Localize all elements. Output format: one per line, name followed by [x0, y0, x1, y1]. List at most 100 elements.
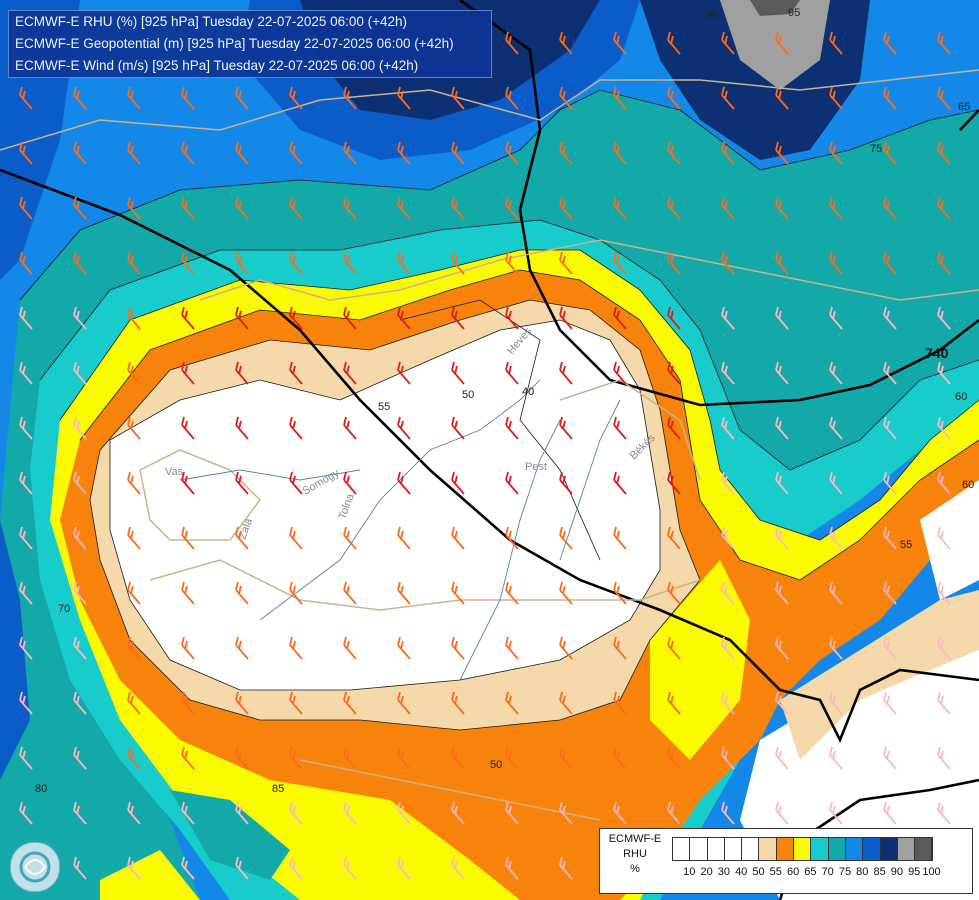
wind-barb: [775, 196, 789, 220]
wind-barb: [235, 306, 249, 330]
wind-barb: [559, 141, 573, 165]
wind-barb: [613, 636, 627, 660]
legend-title-variable: RHU: [623, 848, 647, 860]
title-rhu: ECMWF-E RHU (%) [925 hPa] Tuesday 22-07-…: [15, 14, 408, 29]
wind-barb: [883, 306, 897, 330]
wind-barb: [343, 416, 357, 440]
wind-barb: [451, 306, 465, 330]
wind-barb: [829, 251, 843, 275]
wind-barb: [343, 251, 357, 275]
wind-barb: [451, 361, 465, 385]
wind-barb: [559, 306, 573, 330]
legend-ticks: 10 20 30 40 50 55 60 65 70 75 80 85 90 95 100: [672, 866, 970, 880]
wind-barb: [775, 636, 789, 660]
wind-barb: [505, 31, 519, 55]
wind-barb: [883, 361, 897, 385]
wind-barb: [613, 801, 627, 825]
wind-barb: [883, 141, 897, 165]
wind-barb: [181, 251, 195, 275]
wind-barb: [343, 691, 357, 715]
wind-barb: [73, 856, 87, 880]
contour-label-55: 55: [378, 401, 390, 413]
wind-barb: [397, 526, 411, 550]
wind-barb: [829, 691, 843, 715]
wind-barb: [127, 251, 141, 275]
legend-swatch: [776, 838, 795, 860]
wind-barb: [937, 691, 951, 715]
wind-barb: [667, 526, 681, 550]
wind-barb: [775, 801, 789, 825]
wind-barb: [397, 746, 411, 770]
wind-barb: [559, 581, 573, 605]
wind-barb: [721, 801, 735, 825]
wind-barb: [73, 361, 87, 385]
wind-barb: [73, 471, 87, 495]
legend-tick-label: 95: [908, 866, 921, 878]
wind-barb: [181, 691, 195, 715]
wind-barb: [235, 636, 249, 660]
legend-swatch: [863, 838, 881, 860]
legend-tick-label: 20: [700, 866, 713, 878]
wind-barb: [775, 31, 789, 55]
wind-barb: [937, 636, 951, 660]
wind-barb: [451, 526, 465, 550]
wind-barb: [181, 196, 195, 220]
wind-barb: [721, 306, 735, 330]
wind-barb: [559, 526, 573, 550]
wind-barb: [775, 691, 789, 715]
wind-barb: [451, 856, 465, 880]
wind-barb: [937, 251, 951, 275]
legend-title-unit: %: [630, 863, 640, 875]
wind-barb: [667, 416, 681, 440]
wind-barb: [559, 471, 573, 495]
wind-barb: [721, 416, 735, 440]
wind-barb: [721, 86, 735, 110]
wind-barb: [343, 361, 357, 385]
wind-barb: [289, 636, 303, 660]
wind-barb: [127, 856, 141, 880]
wind-barb: [451, 746, 465, 770]
wind-barb: [289, 746, 303, 770]
wind-barb: [505, 141, 519, 165]
wind-barb: [937, 361, 951, 385]
wind-barb: [19, 801, 33, 825]
wind-barb: [775, 746, 789, 770]
wind-barb: [559, 361, 573, 385]
wind-barb: [883, 526, 897, 550]
legend-tick-label: 65: [804, 866, 817, 878]
wind-barb: [775, 416, 789, 440]
wind-barb: [397, 306, 411, 330]
wind-barb: [667, 86, 681, 110]
wind-barb: [397, 86, 411, 110]
legend-swatch: [897, 838, 916, 860]
wind-barb: [343, 581, 357, 605]
wind-barb: [19, 471, 33, 495]
legend-tick-label: 75: [838, 866, 852, 878]
wind-barb: [19, 251, 33, 275]
geopotential-label: 740: [925, 345, 949, 361]
wind-barb: [235, 196, 249, 220]
wind-barb: [937, 141, 951, 165]
wind-barb: [829, 306, 843, 330]
wind-barb: [397, 471, 411, 495]
wind-barb: [235, 746, 249, 770]
wind-barb: [613, 141, 627, 165]
rivers: [179, 379, 621, 681]
wind-barb: [235, 141, 249, 165]
legend-swatch: [915, 838, 933, 860]
wind-barb: [127, 801, 141, 825]
wind-barb: [613, 306, 627, 330]
wind-barb: [829, 31, 843, 55]
legend-tick-label: 80: [856, 866, 869, 878]
wind-barb: [937, 526, 951, 550]
contour-label-50-south: 50: [490, 759, 502, 771]
wind-barb: [775, 581, 789, 605]
wind-barb: [613, 416, 627, 440]
wind-barb: [19, 361, 33, 385]
wind-barb: [829, 141, 843, 165]
wind-barb: [289, 141, 303, 165]
wind-barb: [397, 801, 411, 825]
wind-barb: [775, 86, 789, 110]
wind-barb: [289, 86, 303, 110]
wind-barb: [397, 141, 411, 165]
